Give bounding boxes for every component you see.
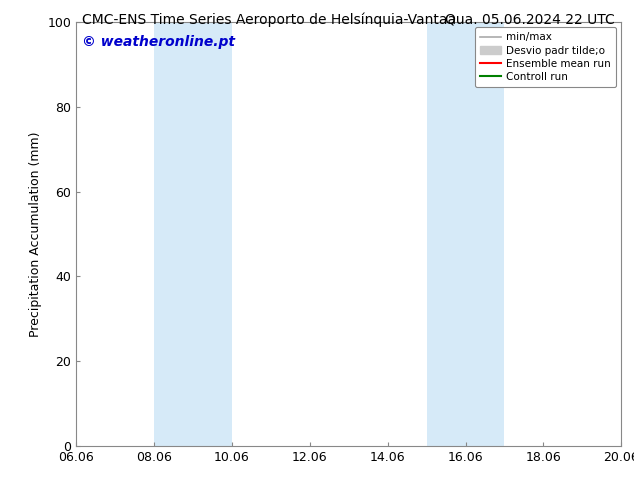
- Bar: [427, 22, 505, 446]
- Text: © weatheronline.pt: © weatheronline.pt: [82, 35, 235, 49]
- Legend: min/max, Desvio padr tilde;o, Ensemble mean run, Controll run: min/max, Desvio padr tilde;o, Ensemble m…: [475, 27, 616, 87]
- Bar: [154, 22, 232, 446]
- Text: CMC-ENS Time Series Aeroporto de Helsínquia-Vantaa: CMC-ENS Time Series Aeroporto de Helsínq…: [82, 12, 456, 27]
- Text: Qua. 05.06.2024 22 UTC: Qua. 05.06.2024 22 UTC: [445, 12, 615, 26]
- Y-axis label: Precipitation Accumulation (mm): Precipitation Accumulation (mm): [29, 131, 42, 337]
